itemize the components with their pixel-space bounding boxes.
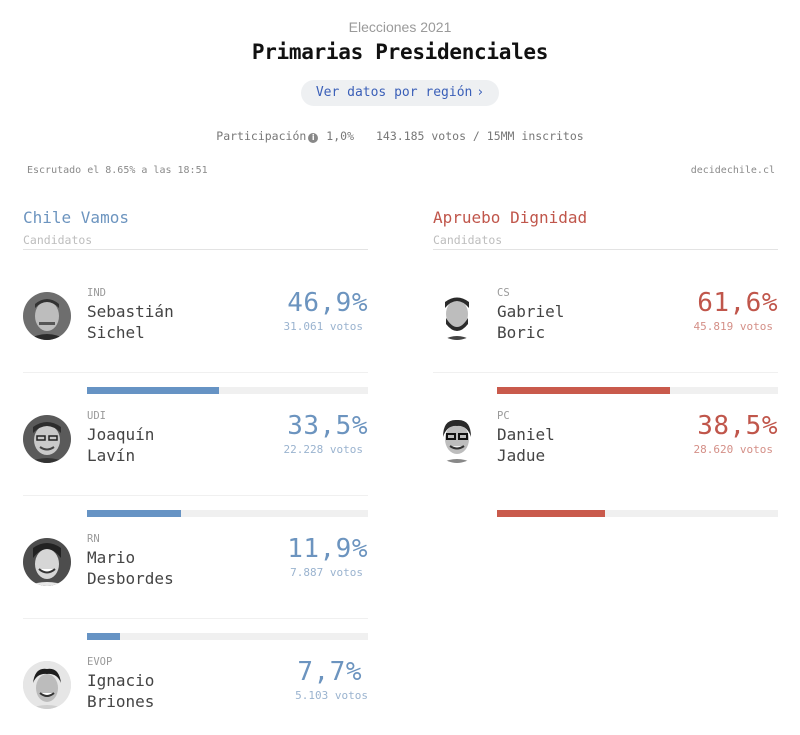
view-by-region-button[interactable]: Ver datos por región › xyxy=(300,80,500,106)
page-title: Primarias Presidenciales xyxy=(251,40,549,64)
info-icon[interactable]: i xyxy=(308,133,319,143)
candidate-party: CS xyxy=(497,287,510,299)
candidate-avatar xyxy=(23,538,71,586)
candidate-party: RN xyxy=(87,533,100,545)
candidate-percent: 11,9% xyxy=(287,534,368,564)
vote-share-bar xyxy=(497,510,778,517)
vote-share-bar xyxy=(87,387,368,394)
candidate-name: Mario Desbordes xyxy=(87,547,174,589)
view-by-region-label: Ver datos por región xyxy=(315,85,473,100)
candidate-votes: 45.819 votos xyxy=(693,320,773,333)
vote-share-fill xyxy=(497,510,606,517)
candidate-name: Joaquín Lavín xyxy=(87,424,154,466)
meta-row: Escrutado el 8.65% a las 18:51 decidechi… xyxy=(27,165,775,176)
candidate-last-name: Boric xyxy=(497,323,546,342)
source-link[interactable]: decidechile.cl xyxy=(690,165,775,176)
candidate-avatar xyxy=(433,292,481,340)
coalition-chile-vamos: Chile Vamos Candidatos IND Sebastián Sich… xyxy=(23,207,368,735)
candidate-percent: 7,7% xyxy=(297,657,362,687)
page-supertitle: Elecciones 2021 xyxy=(348,19,452,35)
vote-share-bar xyxy=(87,510,368,517)
candidate-row: UDI Joaquín Lavín 33,5% 22.228 votos xyxy=(23,373,368,517)
coalition-name: Chile Vamos xyxy=(23,208,129,227)
candidate-last-name: Sichel xyxy=(87,323,145,342)
candidate-votes: 31.061 votos xyxy=(283,320,363,333)
coalition-name: Apruebo Dignidad xyxy=(433,208,588,227)
candidate-votes: 22.228 votos xyxy=(283,443,363,456)
candidate-last-name: Briones xyxy=(87,692,155,711)
vote-share-fill xyxy=(87,510,182,517)
candidate-votes: 7.887 votos xyxy=(290,566,363,579)
candidate-votes: 5.103 votos xyxy=(295,689,368,702)
participation-percent: 1,0% xyxy=(326,129,354,143)
vote-share-bar xyxy=(87,633,368,640)
candidate-percent: 46,9% xyxy=(287,288,368,318)
vote-share-fill xyxy=(87,387,219,394)
candidate-first-name: Joaquín xyxy=(87,425,155,444)
candidate-name: Daniel Jadue xyxy=(497,424,555,466)
candidate-percent: 33,5% xyxy=(287,411,368,441)
candidates-label: Candidatos xyxy=(433,233,778,250)
candidate-first-name: Sebastián xyxy=(87,302,174,321)
participation-label: Participación xyxy=(216,129,307,143)
candidate-percent: 38,5% xyxy=(697,411,778,441)
candidate-first-name: Ignacio xyxy=(87,671,155,690)
candidate-row: PC Daniel Jadue 38,5% 28.620 votos xyxy=(433,373,778,517)
candidate-row: IND Sebastián Sichel 46,9% 31.061 votos xyxy=(23,250,368,394)
vote-share-fill xyxy=(497,387,671,394)
candidate-avatar xyxy=(23,292,71,340)
candidate-percent: 61,6% xyxy=(697,288,778,318)
candidate-row: CS Gabriel Boric 61,6% 45.819 votos xyxy=(433,250,778,394)
candidate-votes: 28.620 votos xyxy=(693,443,773,456)
candidate-last-name: Jadue xyxy=(497,446,546,465)
candidate-name: Ignacio Briones xyxy=(87,670,154,712)
chevron-right-icon: › xyxy=(476,85,485,100)
candidate-first-name: Daniel xyxy=(497,425,555,444)
candidate-party: UDI xyxy=(87,410,106,422)
candidate-avatar xyxy=(23,415,71,463)
coalition-apruebo-dignidad: Apruebo Dignidad Candidatos CS Gabriel Bo… xyxy=(433,207,778,517)
participation-summary: Participación i 1,0% 143.185 votos / 15MM i… xyxy=(0,128,800,144)
candidate-name: Gabriel Boric xyxy=(497,301,564,343)
participation-detail: 143.185 votos / 15MM inscritos xyxy=(376,129,584,143)
candidate-last-name: Lavín xyxy=(87,446,136,465)
candidate-avatar xyxy=(433,415,481,463)
candidate-last-name: Desbordes xyxy=(87,569,174,588)
header: Elecciones 2021 Primarias Presidenciales… xyxy=(0,0,800,144)
scrutiny-status: Escrutado el 8.65% a las 18:51 xyxy=(27,165,208,176)
candidates-label: Candidatos xyxy=(23,233,368,250)
candidate-row: EVOP Ignacio Briones 7,7% 5.103 votos xyxy=(23,619,368,735)
candidate-party: EVOP xyxy=(87,656,113,668)
candidate-party: PC xyxy=(497,410,510,422)
candidate-first-name: Gabriel xyxy=(497,302,565,321)
candidate-name: Sebastián Sichel xyxy=(87,301,174,343)
vote-share-bar xyxy=(497,387,778,394)
candidate-avatar xyxy=(23,661,71,709)
candidate-party: IND xyxy=(87,287,106,299)
candidate-row: RN Mario Desbordes 11,9% 7.887 votos xyxy=(23,496,368,640)
vote-share-fill xyxy=(87,633,121,640)
candidate-first-name: Mario xyxy=(87,548,136,567)
